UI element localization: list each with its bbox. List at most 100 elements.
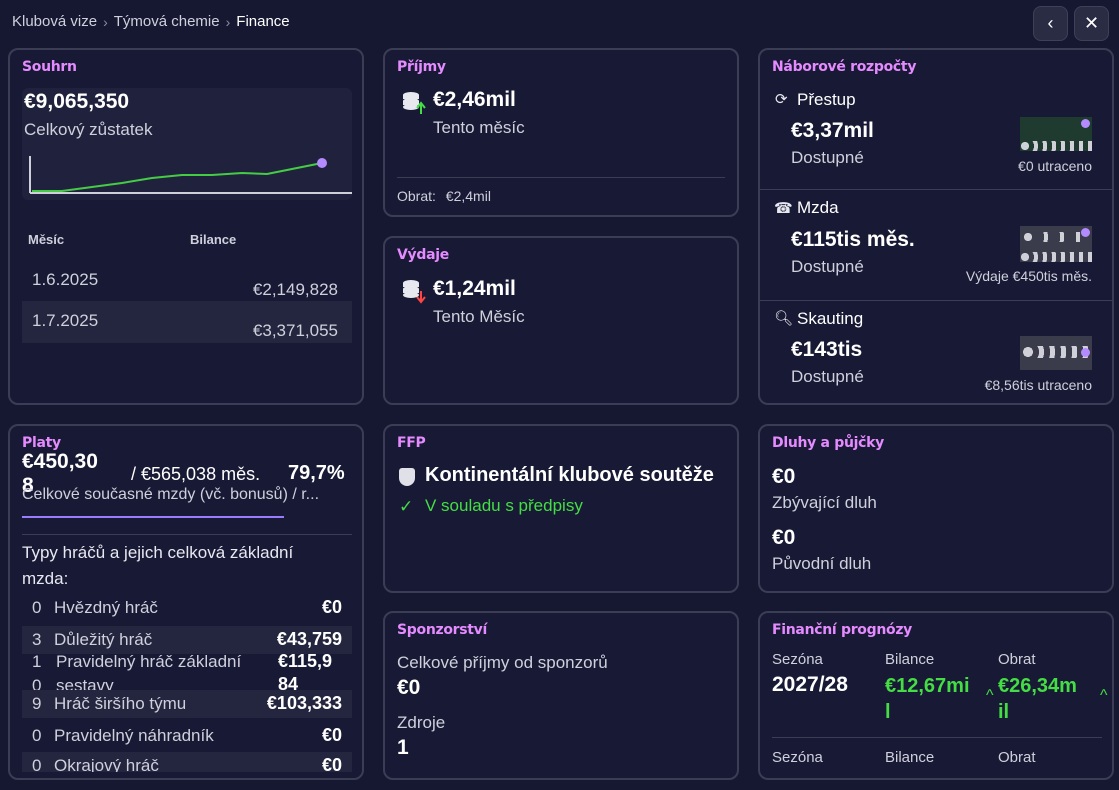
type-count: 0 <box>32 676 42 695</box>
ffp-status: V souladu s předpisy <box>425 496 583 515</box>
total-balance-label: Celkový zůstatek <box>24 120 153 139</box>
row-month: 1.6.2025 <box>32 270 99 289</box>
chevron-right-icon: › <box>103 13 108 30</box>
wages-card: Platy €450,30 8 / €565,038 měs. 79,7% Ce… <box>8 424 364 780</box>
turnover-row: Obrat: €2,4mil <box>397 188 491 204</box>
type-value: 84 <box>278 674 299 694</box>
divider <box>22 534 352 535</box>
budget-mini-chart <box>1020 226 1092 262</box>
check-icon: ✓ <box>399 497 414 516</box>
back-button[interactable]: ‹ <box>1033 6 1068 41</box>
budget-status: Dostupné <box>791 148 864 167</box>
forecast-season-label: Sezóna <box>772 651 823 668</box>
original-debt-value: €0 <box>772 526 796 549</box>
trend-up-icon: ^ <box>986 687 994 704</box>
divider <box>397 177 725 178</box>
forecast-turnover-label: Obrat <box>998 651 1036 668</box>
balance-line-chart <box>29 156 352 194</box>
budgets-title: Náborové rozpočty <box>772 59 917 75</box>
type-label: Hráč širšího týmu <box>54 694 187 713</box>
turnover-value: €2,4mil <box>445 188 491 204</box>
turnover-label: Obrat: <box>397 188 436 204</box>
expenses-amount: €1,24mil <box>433 277 516 300</box>
sponsorship-title: Sponzorství <box>397 622 488 638</box>
budget-note: Výdaje €450tis měs. <box>965 268 1092 284</box>
type-label: Důležitý hráč <box>54 630 153 649</box>
ffp-title: FFP <box>397 435 426 451</box>
chart-series-line <box>32 162 323 192</box>
magnifier-icon: 🔍︎ <box>774 310 794 327</box>
budget-mini-chart <box>1020 336 1092 370</box>
budget-name: Skauting <box>797 309 864 328</box>
breadcrumb-item-club-vision[interactable]: Klubová vize <box>12 13 98 30</box>
close-button[interactable]: ✕ <box>1074 6 1109 41</box>
sponsor-sources-value: 1 <box>397 736 409 759</box>
forecast-balance-label: Bilance <box>885 651 935 668</box>
expenses-card[interactable]: Výdaje €1,24mil Tento Měsíc <box>383 236 739 405</box>
type-count: 9 <box>32 694 42 713</box>
forecast-season: 2027/28 <box>772 673 848 696</box>
type-label: Okrajový hráč <box>54 756 159 772</box>
type-value: €0 <box>321 755 342 772</box>
sponsor-income-value: €0 <box>397 676 421 699</box>
wage-progress-bar <box>22 516 284 518</box>
type-count: 1 <box>32 652 42 671</box>
close-icon: ✕ <box>1083 13 1100 33</box>
type-value: €115,9 <box>278 651 333 671</box>
forecast-turnover: €26,34m il <box>998 673 1077 725</box>
type-value: €0 <box>321 597 342 617</box>
type-count: 0 <box>32 756 42 772</box>
column-header-month: Měsíc <box>28 232 65 247</box>
expenses-period: Tento Měsíc <box>433 307 525 326</box>
top-bar: Klubová vize › Týmová chemie › Finance ‹… <box>0 0 1119 48</box>
type-value: €103,333 <box>266 693 342 713</box>
ffp-card[interactable]: FFP Kontinentální klubové soutěže ✓ V so… <box>383 424 739 593</box>
forecast-season-label: Sezóna <box>772 749 823 766</box>
current-wages-line1: €450,30 <box>22 450 98 473</box>
type-label: Pravidelný hráč základní <box>56 652 242 671</box>
divider <box>760 189 1112 190</box>
budget-item-scouting[interactable]: 🔍︎ Skauting €143tis Dostupné €8,56tis ut… <box>760 301 1112 403</box>
type-label: Hvězdný hráč <box>54 598 158 617</box>
coins-down-icon <box>401 278 427 304</box>
budget-item-transfer[interactable]: ⟳ Přestup €3,37mil Dostupné €0 utraceno <box>760 82 1112 188</box>
forecast-balance-line2: l <box>885 701 891 723</box>
divider <box>772 737 1102 738</box>
type-count: 3 <box>32 630 42 649</box>
row-month: 1.7.2025 <box>32 311 99 330</box>
debts-card[interactable]: Dluhy a půjčky €0 Zbývající dluh €0 Půvo… <box>758 424 1114 593</box>
sponsorship-card[interactable]: Sponzorství Celkové příjmy od sponzorů €… <box>383 611 739 780</box>
list-item: 3 Důležitý hráč €43,759 <box>22 626 352 654</box>
row-balance: €3,371,055 <box>252 321 338 340</box>
budget-name: Přestup <box>797 90 856 109</box>
type-label: Pravidelný náhradník <box>54 726 214 745</box>
type-count: 0 <box>32 598 42 617</box>
budget-amount: €115tis měs. <box>791 228 915 251</box>
type-value: €43,759 <box>276 629 342 649</box>
sponsor-income-label: Celkové příjmy od sponzorů <box>397 653 608 672</box>
expenses-title: Výdaje <box>397 247 449 263</box>
chevron-left-icon: ‹ <box>1047 13 1054 33</box>
forecast-balance: €12,67mi l <box>885 673 970 725</box>
chart-last-point <box>317 158 327 168</box>
budget-note: €0 utraceno <box>1018 158 1092 174</box>
forecast-card[interactable]: Finanční prognózy Sezóna Bilance Obrat 2… <box>758 611 1114 780</box>
wages-title: Platy <box>22 435 61 451</box>
row-balance: €2,149,828 <box>252 280 338 299</box>
total-balance: €9,065,350 <box>24 90 130 113</box>
wage-limit: / €565,038 měs. <box>131 464 261 484</box>
forecast-title: Finanční prognózy <box>772 622 913 638</box>
wage-description: Celkové současné mzdy (vč. bonusů) / r..… <box>22 486 320 503</box>
list-item: 0 Pravidelný náhradník €0 <box>22 722 352 750</box>
income-card[interactable]: Příjmy €2,46mil Tento měsíc Obrat: €2,4m… <box>383 48 739 217</box>
wage-percent: 79,7% <box>288 462 345 484</box>
shield-icon <box>399 468 415 486</box>
ffp-competition: Kontinentální klubové soutěže <box>425 464 714 486</box>
budget-amount: €3,37mil <box>791 119 874 142</box>
phone-icon: ☎ <box>774 200 793 217</box>
budget-item-wage[interactable]: ☎ Mzda €115tis měs. Dostupné Výdaje €450… <box>760 190 1112 300</box>
income-title: Příjmy <box>397 59 446 75</box>
breadcrumb-item-team-chemistry[interactable]: Týmová chemie <box>113 13 220 30</box>
type-count: 0 <box>32 726 42 745</box>
coins-up-icon <box>401 90 427 116</box>
